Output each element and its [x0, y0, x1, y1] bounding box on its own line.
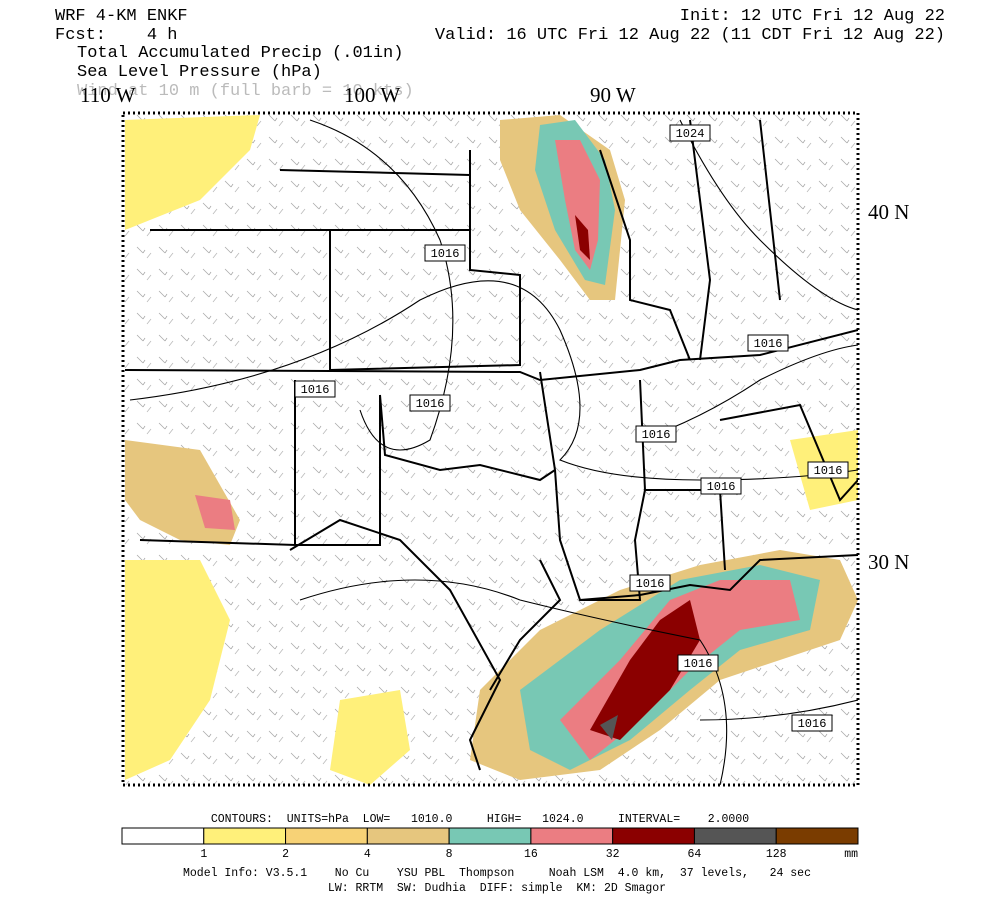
colorbar-tick-label: 8: [446, 848, 453, 861]
init-time: Init: 12 UTC Fri 12 Aug 22: [680, 7, 945, 26]
contour-label: 1016: [642, 428, 671, 442]
colorbar: 1 2 4 8 16 32 64 128 mm: [121, 827, 859, 861]
colorbar-swatch: [121, 827, 205, 845]
colorbar-swatch: [448, 827, 532, 845]
contour-label: 1016: [707, 480, 736, 494]
contour-label: 1016: [416, 397, 445, 411]
forecast-hour: Fcst: 4 h: [55, 26, 177, 45]
colorbar-tick-label: 64: [688, 848, 702, 861]
colorbar-swatch: [612, 827, 695, 845]
field-wind: Wind at 10 m (full barb = 10 kts): [77, 82, 414, 101]
contour-label: 1024: [676, 127, 705, 141]
precip: [125, 115, 858, 785]
colorbar-unit: mm: [844, 848, 858, 861]
field-precip: Total Accumulated Precip (.01in): [77, 44, 403, 63]
contour-label: 1016: [431, 247, 460, 261]
colorbar-swatch: [285, 827, 368, 845]
longitude-label: 90 W: [590, 83, 636, 107]
latitude-label: 30 N: [868, 550, 909, 574]
latitude-label: 40 N: [868, 200, 909, 224]
map-frame: [121, 111, 860, 787]
colorbar-tick-label: 2: [282, 848, 289, 861]
contour-label: 1016: [684, 657, 713, 671]
contour-label: 1016: [814, 464, 843, 478]
colorbar-tick-label: 1: [200, 848, 207, 861]
state-boundaries: [124, 119, 858, 771]
valid-time: Valid: 16 UTC Fri 12 Aug 22 (11 CDT Fri …: [435, 26, 945, 45]
contour-label: 1016: [754, 337, 783, 351]
contour-labels: 1024 1016 1016 1016 1016 1016 1016 1016 …: [294, 124, 849, 732]
model-name: WRF 4-KM ENKF: [55, 7, 188, 26]
contour-label: 1016: [636, 577, 665, 591]
colorbar-swatch: [530, 827, 614, 845]
contour-label: 1016: [301, 383, 330, 397]
colorbar-tick-label: 32: [606, 848, 620, 861]
contour-label: 1016: [798, 717, 827, 731]
colorbar-swatch: [203, 827, 287, 845]
model-info: LW: RRTM SW: Dudhia DIFF: simple KM: 2D …: [328, 882, 666, 895]
colorbar-tick-label: 4: [364, 848, 371, 861]
colorbar-swatch: [775, 827, 859, 845]
colorbar-swatch: [366, 827, 450, 845]
field-pressure: Sea Level Pressure (hPa): [77, 63, 322, 82]
colorbar-tick-label: 16: [524, 848, 538, 861]
map: [123, 113, 858, 785]
longitude-label: 100 W: [344, 83, 400, 107]
colorbar-swatch: [693, 827, 777, 845]
longitude-label: 110 W: [80, 83, 136, 107]
colorbar-tick-label: 128: [766, 848, 787, 861]
contour-info: CONTOURS: UNITS=hPa LOW= 1010.0 HIGH= 10…: [211, 813, 749, 826]
model-info: Model Info: V3.5.1 No Cu YSU PBL Thompso…: [183, 867, 811, 880]
